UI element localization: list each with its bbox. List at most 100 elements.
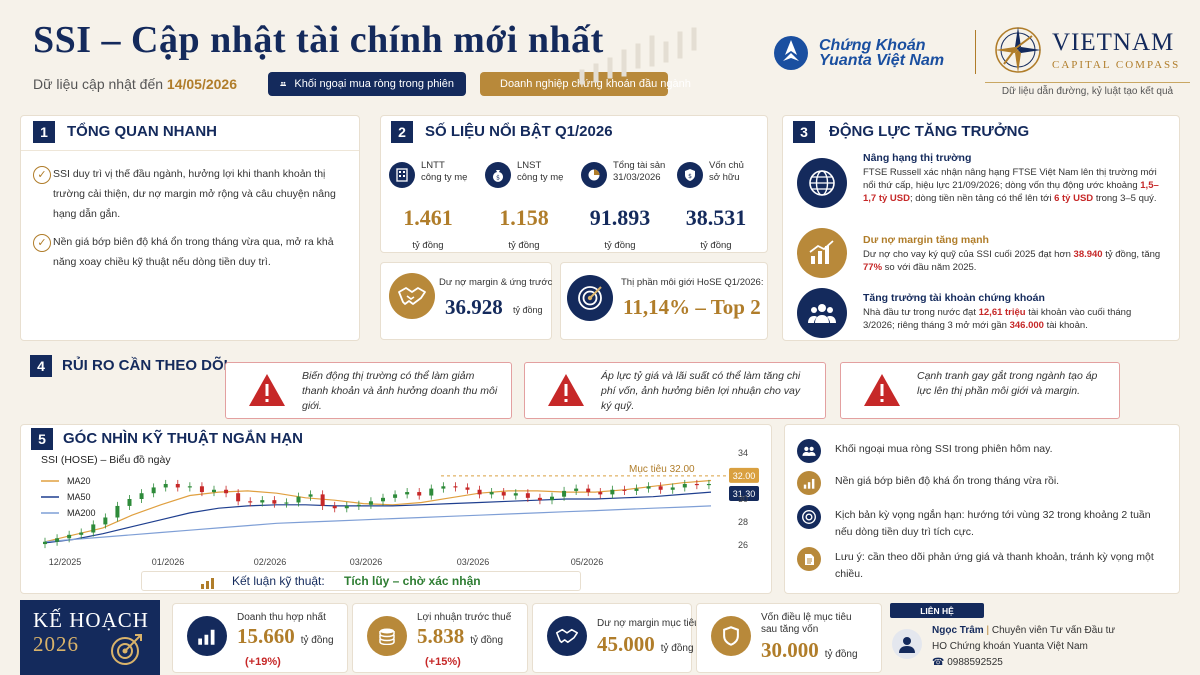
document-icon xyxy=(797,547,821,571)
candle-body xyxy=(296,496,301,503)
legend-label: MA200 xyxy=(67,508,96,518)
people-icon xyxy=(797,439,821,463)
candle-body xyxy=(622,489,627,491)
section-number: 4 xyxy=(30,355,52,377)
plan-change: (+19%) xyxy=(245,656,281,668)
metric-value: 91.893 xyxy=(589,205,651,230)
y-tick-label: 34 xyxy=(738,448,748,458)
driver-title: Dư nợ margin tăng mạnh xyxy=(863,234,989,246)
metric-value: 1.158 xyxy=(499,205,549,230)
contact-header: LIÊN HỆ xyxy=(890,603,984,618)
candle-body xyxy=(574,488,579,491)
candle-body xyxy=(682,483,687,488)
plan-label: Vốn điều lệ mục tiêu sau tăng vốn xyxy=(761,612,852,635)
note-text: Nền giá bớp biên độ khá ổn trong tháng v… xyxy=(835,475,1060,487)
candle-body xyxy=(368,501,373,505)
risk-item: Cạnh tranh gay gắt trong ngành tạo áp lự… xyxy=(840,362,1120,419)
candle-body xyxy=(139,493,144,499)
candle-body xyxy=(706,483,711,486)
y-tick-label: 28 xyxy=(738,517,748,527)
x-tick-label: 02/2026 xyxy=(254,557,287,567)
plan-banner: KẾ HOẠCH 2026 xyxy=(20,600,160,675)
series-line-ma50 xyxy=(44,491,712,544)
industry-leader-label: Doanh nghiệp chứng khoán đầu ngành xyxy=(500,78,691,90)
svg-text:$: $ xyxy=(496,175,500,182)
plan-value: 45.000 xyxy=(597,632,655,656)
plan-margin: Dư nợ margin mục tiêu 45.000 tỷ đồng xyxy=(532,603,700,673)
metric-label: Tổng tài sản xyxy=(613,160,666,171)
candle-body xyxy=(248,501,253,503)
technical-notes-card: Khối ngoại mua ròng SSI trong phiên hôm … xyxy=(784,424,1180,594)
people-icon xyxy=(280,81,287,86)
target-icon xyxy=(797,505,821,529)
metric-sublabel: công ty mẹ xyxy=(517,172,564,183)
building-icon xyxy=(389,162,415,188)
candle-body xyxy=(610,489,615,495)
handshake-icon xyxy=(389,273,435,319)
candle-body xyxy=(405,492,410,495)
conclusion-label: Kết luận kỹ thuật: xyxy=(232,574,325,588)
driver-text: FTSE Russell xác nhận nâng hạng FTSE Việ… xyxy=(863,167,1157,191)
contact-name-line: Ngọc Trâm | Chuyên viên Tư vấn Đầu tư xyxy=(932,625,1116,636)
plan-unit: tỷ đồng xyxy=(824,649,858,660)
metric-value: 38.531 xyxy=(685,205,747,230)
overview-bullet-text: SSI duy trì vị thế đầu ngành, hưởng lợi … xyxy=(53,168,336,220)
driver-title: Tăng trưởng tài khoản chứng khoán xyxy=(863,292,1045,304)
check-icon: ✓ xyxy=(33,234,51,252)
metric-label: LNST xyxy=(517,160,542,171)
plan-title: KẾ HOẠCH xyxy=(33,608,149,632)
industry-leader-badge: Doanh nghiệp chứng khoán đầu ngành xyxy=(480,72,691,96)
metric-unit: tỷ đồng xyxy=(700,240,732,251)
price-chart: MA20 MA50 MA200 Mục tiêu 32.00 32.00 31.30 26 2… xyxy=(41,448,759,567)
section-title: TỔNG QUAN NHANH xyxy=(67,123,217,140)
driver-highlight: 77% xyxy=(863,262,883,273)
yuanta-logo: Chứng Khoán Yuanta Việt Nam xyxy=(773,35,944,71)
candle-body xyxy=(43,541,47,545)
updated-date-line: Dữ liệu cập nhật đến 14/05/2026 xyxy=(33,76,237,92)
candle-body xyxy=(320,494,325,506)
target-price-text: 32.00 xyxy=(733,471,756,481)
candle-body xyxy=(441,486,446,489)
candle-body xyxy=(550,496,554,501)
logo-divider xyxy=(975,30,976,74)
candle-body xyxy=(453,486,458,488)
foreign-buy-badge: Khối ngoại mua ròng trong phiên xyxy=(268,72,466,96)
candle-body xyxy=(501,492,506,496)
candle-body xyxy=(127,499,132,506)
contact-phone[interactable]: 0988592525 xyxy=(947,657,1003,668)
driver-highlight: 6 tỷ USD xyxy=(1054,193,1094,204)
market-share-value: 11,14% – Top 2 xyxy=(623,295,761,319)
candle-body xyxy=(477,489,482,495)
plan-unit: tỷ đồng xyxy=(470,635,504,646)
warning-icon xyxy=(864,374,900,406)
candle-body xyxy=(224,489,229,494)
target-label: Mục tiêu 32.00 xyxy=(629,464,695,475)
warning-icon xyxy=(249,374,285,406)
overview-bullet-text: Nền giá bớp biên độ khá ổn trong tháng v… xyxy=(53,236,334,268)
margin-value: 36.928 xyxy=(445,295,503,319)
x-tick-label: 03/2026 xyxy=(350,557,383,567)
x-tick-label: 01/2026 xyxy=(152,557,185,567)
section-title: SỐ LIỆU NỔI BẬT Q1/2026 xyxy=(425,123,613,140)
section-number: 1 xyxy=(33,121,55,143)
metric-unit: tỷ đồng xyxy=(508,240,540,251)
section-number: 2 xyxy=(391,121,413,143)
candle-body xyxy=(586,488,591,493)
driver-text: Nhà đầu tư trong nước đạt xyxy=(863,307,976,318)
series-line-ma200 xyxy=(44,505,712,543)
metric-label: Vốn chủ xyxy=(709,160,744,171)
candle-body xyxy=(393,494,398,498)
risk-item: Áp lực tỷ giá và lãi suất có thể làm tăn… xyxy=(524,362,826,419)
driver-upgrade: Nâng hạng thị trường FTSE Russell xác nh… xyxy=(863,152,1163,205)
yuanta-line1: Chứng Khoán xyxy=(819,37,926,54)
y-tick-label: 26 xyxy=(738,540,748,550)
candle-body xyxy=(417,492,422,496)
candle-body xyxy=(513,493,518,496)
driver-text: ; dòng tiền nền tảng có thể lên tới xyxy=(910,193,1052,204)
compass-icon xyxy=(995,27,1041,73)
plan-charter-capital: Vốn điều lệ mục tiêu sau tăng vốn 30.000… xyxy=(696,603,882,673)
plan-value: 15.660 xyxy=(237,624,295,648)
bar-chart-icon xyxy=(187,616,227,656)
current-price-text: 31.30 xyxy=(733,489,756,499)
candle-body xyxy=(332,505,337,509)
